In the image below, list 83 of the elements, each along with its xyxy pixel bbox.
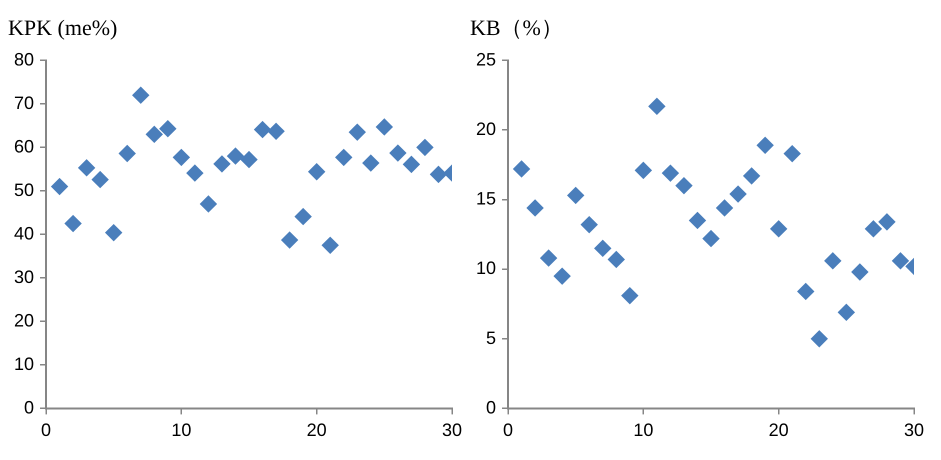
point [402,156,420,173]
y-tick-label: 60 [14,136,34,156]
point [756,136,774,154]
point [662,164,679,182]
chart-title: KPK (me%) [8,14,118,40]
point [810,330,828,348]
point [281,232,298,249]
point [146,126,163,143]
point [254,121,272,138]
point [730,186,747,203]
x-tick-label: 0 [503,420,514,440]
point [294,208,312,226]
point [770,220,788,238]
point [743,167,760,184]
point [416,138,434,156]
y-tick-label: 50 [14,180,34,200]
point [864,220,882,238]
point [132,86,150,104]
y-tick-label: 5 [486,328,496,348]
point [540,250,558,267]
point [376,118,393,136]
y-tick-label: 10 [476,258,496,278]
point [389,144,406,162]
y-tick-label: 30 [14,266,34,287]
point [784,145,801,162]
y-tick-label: 15 [476,188,496,209]
point [226,148,244,165]
point [688,212,706,229]
point [240,151,258,168]
point [675,177,692,194]
point [838,304,855,321]
x-tick-label: 20 [306,420,327,440]
y-tick-label: 40 [14,223,34,244]
y-tick-label: 80 [14,49,34,70]
point [92,171,109,188]
y-tick-label: 70 [14,92,34,113]
point [824,252,842,270]
y-tick-label: 0 [24,397,34,418]
point [430,166,447,183]
point [172,148,190,166]
point [308,163,326,180]
point [159,120,176,138]
point [362,154,380,172]
y-tick-label: 25 [476,49,496,70]
x-tick-label: 30 [904,420,924,440]
point [797,282,814,300]
point [335,148,352,166]
point [608,250,625,268]
y-tick-label: 20 [14,310,34,330]
point [105,224,122,242]
point [200,195,217,212]
point [64,215,82,232]
point [567,186,584,204]
point [621,287,638,304]
point [526,199,544,216]
y-tick-label: 0 [486,397,496,418]
point [513,160,530,178]
point [634,162,652,179]
y-tick-label: 10 [14,354,34,374]
point [348,124,366,141]
point [118,144,136,162]
point [851,263,868,280]
point [594,240,612,257]
point [892,252,909,270]
point [554,268,571,285]
point [702,230,720,248]
x-tick-label: 30 [442,420,462,440]
x-tick-label: 10 [171,420,192,440]
point [648,98,666,115]
y-tick-label: 20 [476,118,496,139]
point [716,199,734,216]
chart-title: KB（%） [470,14,563,40]
x-tick-label: 0 [41,420,52,440]
point [213,155,230,172]
point [51,178,68,196]
point [580,216,598,234]
point [878,213,896,230]
point [186,164,204,182]
point [268,122,285,140]
point [78,159,96,176]
point [322,236,339,254]
x-tick-label: 20 [768,420,789,440]
x-tick-label: 10 [633,420,654,440]
